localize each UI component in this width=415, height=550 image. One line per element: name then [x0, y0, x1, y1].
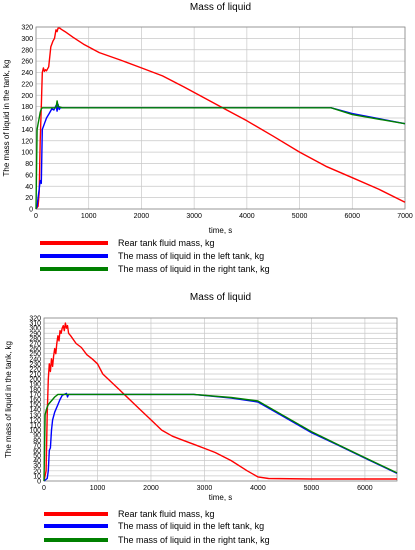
x-tick-label: 2000: [134, 213, 150, 220]
y-tick-label: 100: [29, 428, 41, 435]
y-tick-label: 250: [29, 351, 41, 358]
y-tick-label: 190: [29, 382, 41, 389]
y-tick-label: 40: [33, 458, 41, 465]
y-tick-label: 210: [29, 372, 41, 379]
legend-label-1: Rear tank fluid mass, kg: [118, 509, 215, 519]
y-tick-label: 0: [29, 207, 33, 214]
y-tick-label: 260: [21, 59, 33, 66]
y-tick-label: 180: [21, 104, 33, 111]
x-tick-label: 1000: [90, 485, 106, 492]
y-tick-label: 140: [21, 127, 33, 134]
y-tick-label: 230: [29, 361, 41, 368]
y-tick-label: 150: [29, 402, 41, 409]
x-tick-label: 1000: [81, 213, 97, 220]
y-tick-label: 220: [21, 81, 33, 88]
y-tick-label: 240: [21, 70, 33, 77]
y-tick-label: 120: [21, 138, 33, 145]
y-tick-label: 200: [29, 377, 41, 384]
y-tick-label: 90: [33, 433, 41, 440]
y-tick-label: 220: [29, 366, 41, 373]
x-tick-label: 0: [34, 213, 38, 220]
y-tick-label: 290: [29, 331, 41, 338]
x-axis-label: time, s: [209, 493, 233, 502]
y-tick-label: 0: [37, 479, 41, 486]
y-tick-label: 310: [29, 321, 41, 328]
y-tick-label: 160: [29, 397, 41, 404]
y-tick-label: 110: [30, 422, 41, 429]
y-tick-label: 20: [33, 468, 41, 475]
series-line-1: [43, 322, 397, 482]
y-tick-label: 180: [29, 387, 41, 394]
series-line-2: [35, 103, 406, 210]
series-line-3: [43, 393, 398, 482]
x-tick-label: 6000: [344, 213, 360, 220]
x-tick-label: 2000: [143, 485, 159, 492]
y-tick-label: 60: [33, 448, 41, 455]
y-axis-label: The mass of liquid in the tank, kg: [4, 341, 13, 458]
series-line-1: [35, 27, 406, 210]
x-tick-label: 4000: [250, 485, 266, 492]
y-tick-label: 300: [29, 326, 41, 333]
y-tick-label: 80: [33, 438, 41, 445]
y-tick-label: 320: [29, 316, 41, 323]
y-tick-label: 10: [33, 473, 41, 480]
y-tick-label: 280: [29, 336, 41, 343]
y-tick-label: 50: [33, 453, 41, 460]
y-tick-label: 300: [21, 36, 33, 43]
x-tick-label: 4000: [239, 213, 255, 220]
x-tick-label: 3000: [186, 213, 202, 220]
legend-label-1: Rear tank fluid mass, kg: [118, 238, 215, 248]
legend-label-2: The mass of liquid in the left tank, kg: [118, 251, 264, 261]
y-tick-label: 280: [21, 47, 33, 54]
y-tick-label: 40: [25, 184, 33, 191]
y-tick-label: 20: [25, 195, 33, 202]
y-tick-label: 60: [25, 172, 33, 179]
y-tick-label: 140: [29, 407, 41, 414]
x-tick-label: 3000: [197, 485, 213, 492]
series-line-3: [35, 100, 406, 210]
legend-label-3: The mass of liquid in the right tank, kg: [118, 535, 270, 545]
legend-label-3: The mass of liquid in the right tank, kg: [118, 264, 270, 274]
chart-title: Mass of liquid: [190, 2, 251, 13]
x-tick-label: 6000: [357, 485, 373, 492]
y-tick-label: 70: [33, 443, 41, 450]
y-tick-label: 120: [29, 417, 41, 424]
y-tick-label: 270: [29, 341, 41, 348]
y-tick-label: 80: [25, 161, 33, 168]
y-tick-label: 320: [21, 25, 33, 32]
y-tick-label: 260: [29, 346, 41, 353]
y-axis-label: The mass of liquid in the tank, kg: [2, 60, 11, 177]
y-tick-label: 100: [21, 150, 33, 157]
plot-frame: [35, 26, 406, 210]
y-tick-label: 170: [29, 392, 41, 399]
x-axis-label: time, s: [209, 226, 233, 235]
legend-label-2: The mass of liquid in the left tank, kg: [118, 521, 264, 531]
x-tick-label: 5000: [292, 213, 308, 220]
y-tick-label: 30: [33, 463, 41, 470]
plot-frame: [43, 317, 398, 482]
x-tick-label: 7000: [397, 213, 413, 220]
series-line-2: [43, 392, 398, 482]
x-tick-label: 5000: [304, 485, 320, 492]
x-tick-label: 0: [42, 485, 46, 492]
y-tick-label: 200: [21, 93, 33, 100]
y-tick-label: 240: [29, 356, 41, 363]
y-tick-label: 130: [29, 412, 41, 419]
chart-title: Mass of liquid: [190, 292, 251, 303]
y-tick-label: 160: [21, 116, 33, 123]
